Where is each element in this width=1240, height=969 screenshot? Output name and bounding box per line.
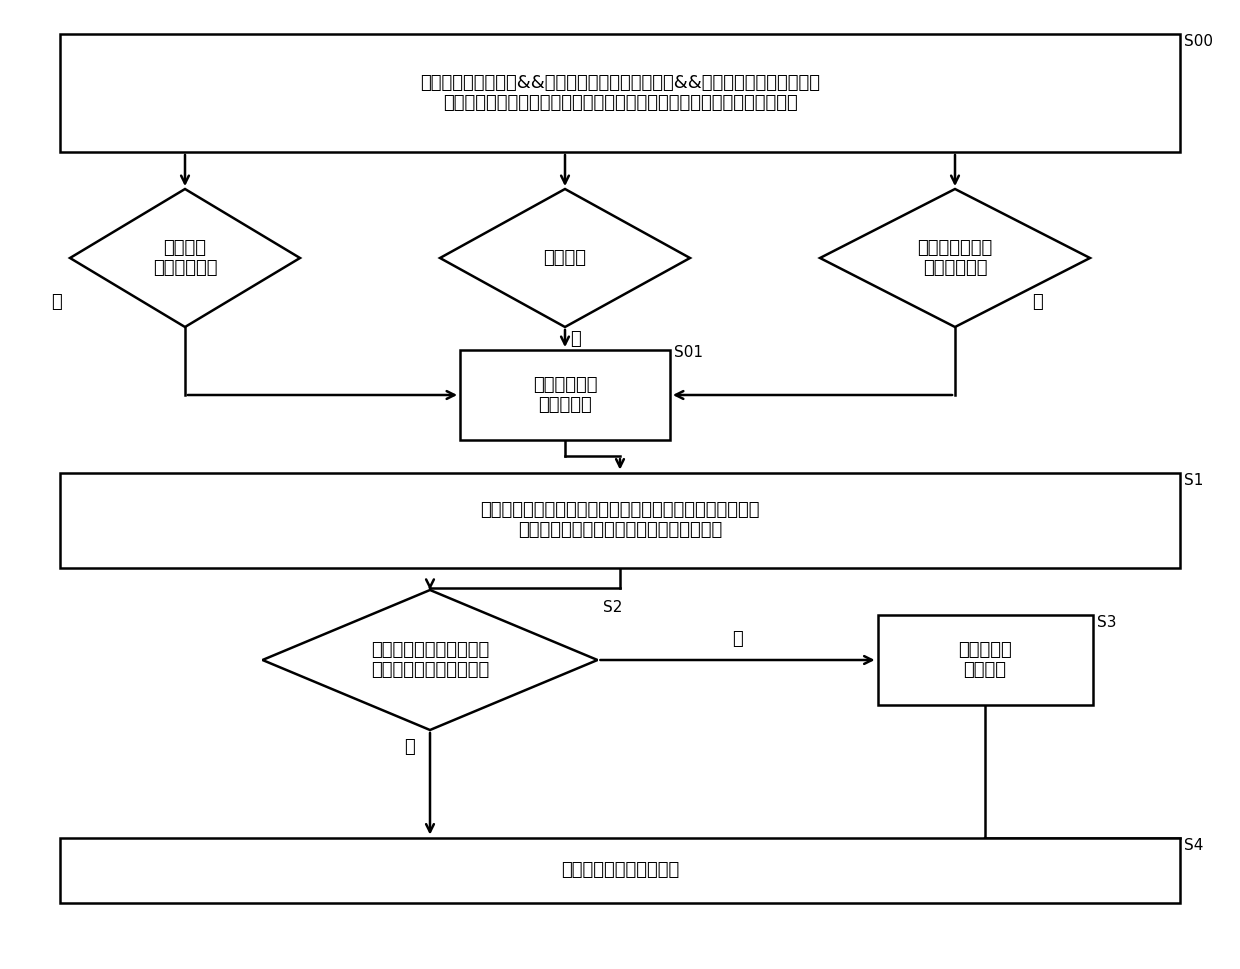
Text: （挡位切换至空挡）&&（实际车速大于第一车速）&&（发动机实际转速大于第
一转速）时，进行发动机转速干预，以降低所述发动机实际转速的下降速度: （挡位切换至空挡）&&（实际车速大于第一车速）&&（发动机实际转速大于第 一转速… [420,74,820,112]
Text: 否: 否 [732,630,743,648]
Text: 退出所述发动
机转速干预: 退出所述发动 机转速干预 [533,376,598,415]
Text: S00: S00 [1184,34,1213,49]
FancyBboxPatch shape [60,473,1180,568]
Polygon shape [440,189,689,327]
Text: 发动机实际转速
小于第一转速: 发动机实际转速 小于第一转速 [918,238,993,277]
Text: S4: S4 [1184,837,1203,853]
Polygon shape [820,189,1090,327]
Polygon shape [263,590,598,730]
FancyBboxPatch shape [878,615,1092,705]
Text: S01: S01 [675,345,703,360]
Text: 是: 是 [404,738,415,756]
Polygon shape [69,189,300,327]
Text: 挡位非空: 挡位非空 [543,249,587,267]
Text: S2: S2 [603,600,622,615]
Text: 发动机目标转速与发动机
实际转速之差＜第一阈值: 发动机目标转速与发动机 实际转速之差＜第一阈值 [371,641,489,679]
Text: 实际车速
小于第一车速: 实际车速 小于第一车速 [153,238,217,277]
Text: S1: S1 [1184,473,1203,487]
FancyBboxPatch shape [60,837,1180,902]
Text: 执行发动机
转速干预: 执行发动机 转速干预 [959,641,1012,679]
Text: 是: 是 [51,294,62,311]
FancyBboxPatch shape [460,350,670,440]
Text: 控制所述电子离合器接合: 控制所述电子离合器接合 [560,861,680,879]
FancyBboxPatch shape [60,34,1180,152]
Text: 是: 是 [1033,294,1043,311]
Text: 获取换挡后的挡位、发动机实际转速及实际车速，并根据所
述挡位和所述实际车速计算发动机目标转速: 获取换挡后的挡位、发动机实际转速及实际车速，并根据所 述挡位和所述实际车速计算发… [480,501,760,540]
Text: 是: 是 [570,330,580,348]
Text: S3: S3 [1096,615,1116,630]
